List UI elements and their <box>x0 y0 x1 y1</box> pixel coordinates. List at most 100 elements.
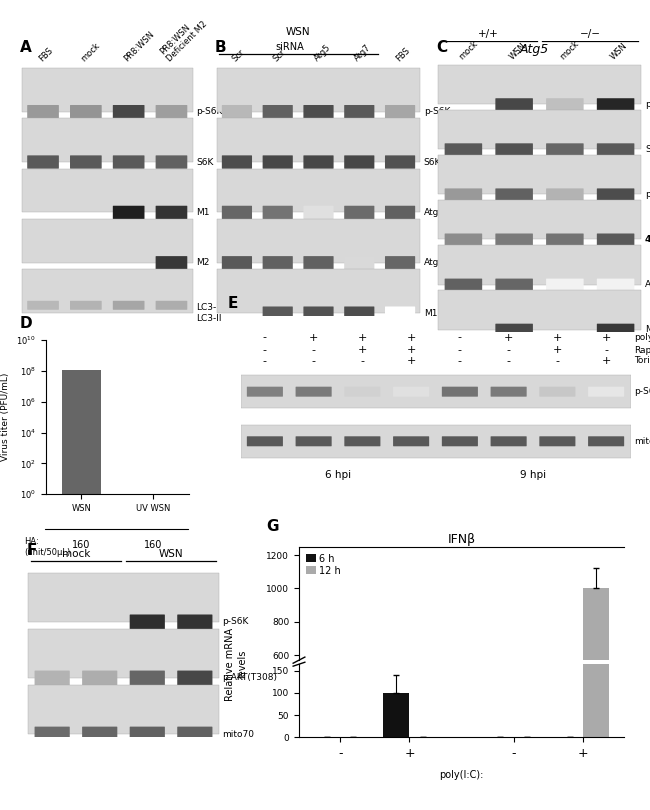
Text: poly(I:C):: poly(I:C): <box>439 770 484 780</box>
FancyBboxPatch shape <box>597 324 634 335</box>
FancyBboxPatch shape <box>113 156 144 168</box>
Bar <box>216 68 421 112</box>
Text: M1: M1 <box>645 325 650 335</box>
FancyBboxPatch shape <box>597 189 634 200</box>
Text: poly(I:C): poly(I:C) <box>634 333 650 342</box>
Bar <box>438 156 641 194</box>
FancyBboxPatch shape <box>155 206 187 219</box>
Text: -: - <box>555 356 560 366</box>
Text: p-S6K: p-S6K <box>222 617 249 626</box>
Bar <box>29 629 218 678</box>
FancyBboxPatch shape <box>263 105 292 118</box>
Text: Atg7: Atg7 <box>353 43 373 63</box>
FancyBboxPatch shape <box>495 233 533 245</box>
Text: G: G <box>266 518 279 534</box>
FancyBboxPatch shape <box>70 316 101 326</box>
FancyBboxPatch shape <box>263 306 292 320</box>
FancyBboxPatch shape <box>222 256 252 270</box>
Text: 9 hpi: 9 hpi <box>520 470 546 480</box>
FancyBboxPatch shape <box>155 105 187 118</box>
FancyBboxPatch shape <box>344 437 380 446</box>
FancyBboxPatch shape <box>304 256 333 270</box>
Text: S6K: S6K <box>424 158 441 167</box>
Bar <box>438 65 641 104</box>
FancyBboxPatch shape <box>304 156 333 168</box>
Text: M1: M1 <box>424 309 437 318</box>
Bar <box>383 739 410 755</box>
Text: C: C <box>436 40 447 56</box>
FancyBboxPatch shape <box>27 301 59 309</box>
FancyBboxPatch shape <box>344 386 380 397</box>
Text: -: - <box>263 333 267 343</box>
Bar <box>216 118 421 162</box>
FancyBboxPatch shape <box>113 206 144 219</box>
Text: +: + <box>601 333 611 343</box>
FancyBboxPatch shape <box>27 105 59 118</box>
FancyBboxPatch shape <box>445 279 482 291</box>
Text: -: - <box>506 345 511 355</box>
Text: Scr: Scr <box>271 48 287 63</box>
FancyBboxPatch shape <box>296 437 332 446</box>
Bar <box>21 118 193 162</box>
FancyBboxPatch shape <box>491 386 526 397</box>
Text: Torin: Torin <box>634 356 650 365</box>
Text: mito70: mito70 <box>222 730 254 739</box>
Bar <box>438 200 641 240</box>
Text: F: F <box>27 543 37 558</box>
FancyBboxPatch shape <box>597 98 634 110</box>
Text: -: - <box>506 356 511 366</box>
FancyBboxPatch shape <box>495 279 533 291</box>
Text: +: + <box>552 345 562 355</box>
Text: p-4E-BP1: p-4E-BP1 <box>645 190 650 199</box>
Text: +: + <box>309 333 318 343</box>
Bar <box>133 494 172 810</box>
Text: -: - <box>360 356 365 366</box>
Text: mock: mock <box>558 39 581 61</box>
Bar <box>216 270 421 313</box>
FancyBboxPatch shape <box>113 301 144 309</box>
Text: WSN: WSN <box>286 28 311 37</box>
FancyBboxPatch shape <box>247 386 283 397</box>
FancyBboxPatch shape <box>344 306 374 320</box>
FancyBboxPatch shape <box>385 105 415 118</box>
Bar <box>216 219 421 262</box>
Text: Atg7: Atg7 <box>424 258 445 267</box>
Text: +: + <box>358 345 367 355</box>
Text: +: + <box>406 356 416 366</box>
Text: D: D <box>20 316 32 331</box>
Text: +: + <box>406 333 416 343</box>
Text: mock: mock <box>62 548 90 559</box>
FancyBboxPatch shape <box>177 671 213 685</box>
FancyBboxPatch shape <box>442 437 478 446</box>
FancyBboxPatch shape <box>344 256 374 270</box>
Text: p-S6K: p-S6K <box>196 107 223 116</box>
Text: M1: M1 <box>196 208 210 217</box>
FancyBboxPatch shape <box>155 316 187 326</box>
FancyBboxPatch shape <box>546 143 584 156</box>
FancyBboxPatch shape <box>344 156 374 168</box>
FancyBboxPatch shape <box>155 156 187 168</box>
Text: mock: mock <box>79 41 102 63</box>
FancyBboxPatch shape <box>546 233 584 245</box>
Text: -: - <box>311 345 316 355</box>
FancyBboxPatch shape <box>442 386 478 397</box>
Text: p-S6K: p-S6K <box>424 107 450 116</box>
Text: siRNA: siRNA <box>276 42 304 52</box>
FancyBboxPatch shape <box>546 98 584 110</box>
FancyBboxPatch shape <box>445 189 482 200</box>
Text: -: - <box>604 345 608 355</box>
FancyBboxPatch shape <box>546 189 584 200</box>
Text: -: - <box>311 356 316 366</box>
FancyBboxPatch shape <box>304 206 333 219</box>
FancyBboxPatch shape <box>344 105 374 118</box>
Text: FBS: FBS <box>394 46 411 63</box>
FancyBboxPatch shape <box>445 143 482 156</box>
Text: Atg5: Atg5 <box>645 280 650 289</box>
Text: WSN: WSN <box>609 40 630 61</box>
FancyBboxPatch shape <box>597 233 634 245</box>
FancyBboxPatch shape <box>540 437 575 446</box>
Text: mock: mock <box>457 39 480 61</box>
Bar <box>21 219 193 262</box>
Text: p-S6K: p-S6K <box>645 100 650 109</box>
Text: 6 hpi: 6 hpi <box>325 470 351 480</box>
